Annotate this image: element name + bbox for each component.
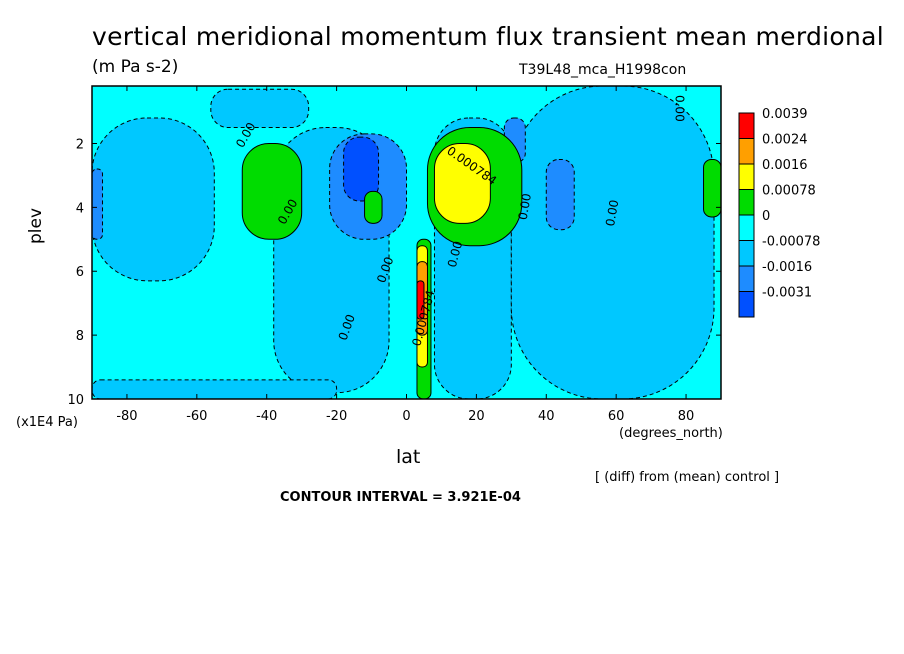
x-tick-label: 60	[608, 409, 625, 424]
x-axis-label: lat	[396, 446, 421, 468]
contour-region	[416, 280, 425, 320]
contour-label: 0.00	[673, 95, 687, 122]
legend-label: 0	[762, 209, 770, 224]
chart-title: vertical meridional momentum flux transi…	[92, 22, 885, 51]
contour-region	[510, 86, 715, 399]
y-tick-label: 8	[76, 329, 84, 344]
y-tick-label: 4	[76, 201, 84, 216]
legend-label: 0.0024	[762, 133, 808, 148]
y-tick-label: 10	[67, 393, 84, 408]
contour-interval-note: CONTOUR INTERVAL = 3.921E-04	[280, 490, 521, 505]
axes: -80 -60 -40 -20 0 20 40 60 80 2 4 6 8 10	[67, 85, 722, 424]
y-axis-units: (x1E4 Pa)	[16, 415, 78, 430]
plot-area: 0.000.000.000.000.000.00 0.000.000.000784…	[92, 86, 721, 399]
y-tick-label: 6	[76, 265, 84, 280]
legend-swatch	[738, 265, 755, 292]
contour-label: 0.00	[516, 192, 534, 221]
legend-label: 0.0016	[762, 158, 808, 173]
run-id: T39L48_mca_H1998con	[519, 62, 687, 78]
contour-label: 0.00	[603, 199, 621, 228]
contour-region	[210, 88, 310, 129]
x-tick-label: -20	[326, 409, 347, 424]
x-tick-label: -40	[256, 409, 277, 424]
x-tick-label: 40	[538, 409, 555, 424]
chart-units: (m Pa s-2)	[92, 57, 179, 77]
legend-label: 0.00078	[762, 184, 816, 199]
contour-region	[241, 142, 303, 240]
contour-region	[92, 379, 338, 399]
legend-swatch	[738, 291, 755, 318]
contour-region	[92, 168, 103, 240]
contour-region	[703, 158, 721, 218]
legend-swatch	[738, 138, 755, 165]
legend-swatch	[738, 163, 755, 190]
x-tick-label: 20	[468, 409, 485, 424]
legend-swatch	[738, 214, 755, 241]
legend-swatch	[738, 112, 755, 139]
legend-label: -0.0031	[762, 286, 812, 301]
x-tick-label: -80	[116, 409, 137, 424]
x-tick-label: 80	[678, 409, 695, 424]
color-legend: 0.0039 0.0024 0.0016 0.00078 0 -0.00078 -0.001…	[738, 107, 820, 318]
legend-swatch	[738, 240, 755, 267]
contour-region	[92, 117, 215, 282]
contour-region	[343, 136, 380, 202]
legend-swatch	[738, 189, 755, 216]
legend-label: -0.00078	[762, 235, 820, 250]
diff-note: [ (diff) from (mean) control ]	[595, 470, 780, 485]
contour-region	[364, 190, 383, 224]
x-axis-units: (degrees_north)	[619, 426, 723, 441]
contour-region	[433, 142, 491, 224]
x-tick-label: 0	[402, 409, 410, 424]
legend-label: -0.0016	[762, 260, 812, 275]
contour-region	[545, 158, 575, 231]
contour-label: 0.00	[445, 240, 465, 269]
x-tick-label: -60	[186, 409, 207, 424]
legend-label: 0.0039	[762, 107, 808, 122]
y-tick-label: 2	[76, 137, 84, 152]
